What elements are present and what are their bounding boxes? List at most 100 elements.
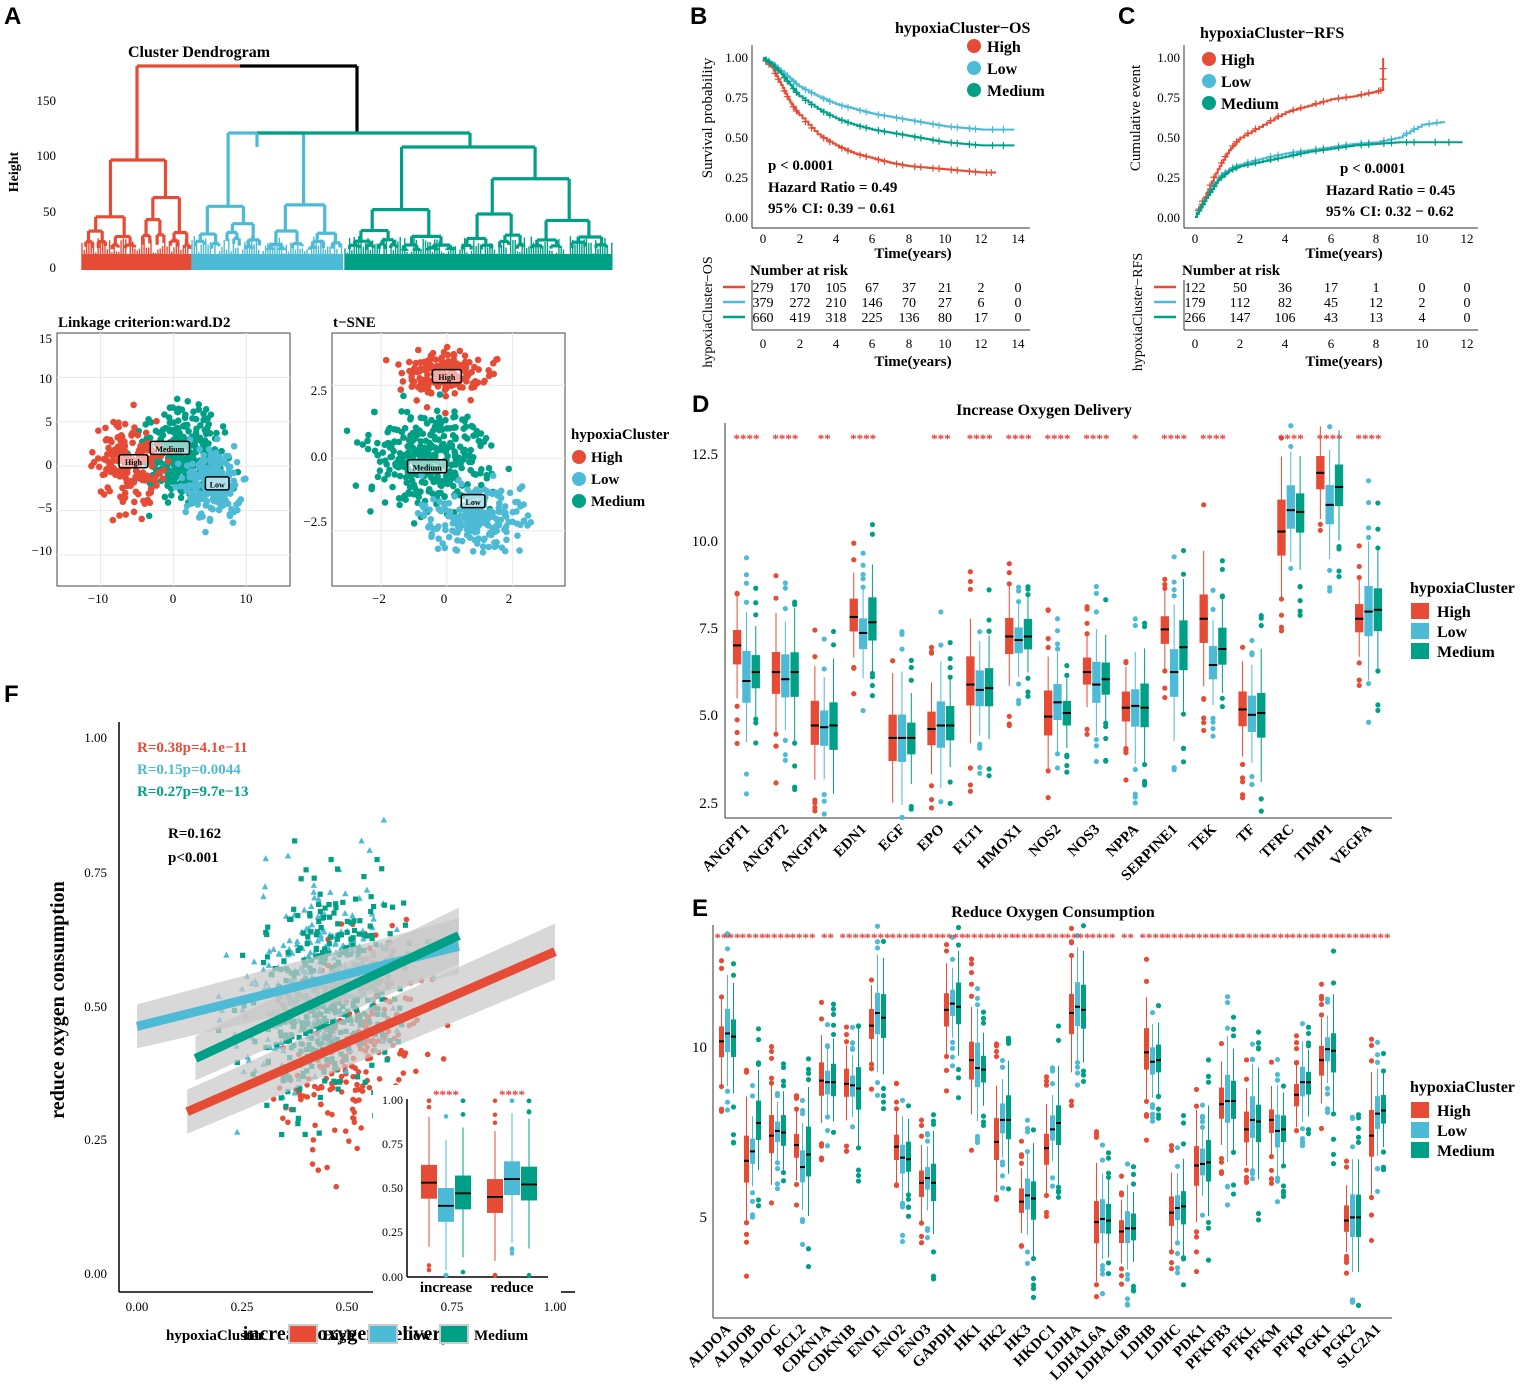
km-rfs-legend-low: Low — [1221, 74, 1252, 91]
box-outlier-high — [1043, 1082, 1050, 1088]
box-outlier-low — [1024, 1125, 1031, 1132]
box-outlier-high — [1278, 596, 1285, 602]
box-outlier-medium — [855, 1178, 862, 1184]
tsne-point-medium — [422, 451, 430, 459]
censor-mark-low — [826, 97, 834, 105]
scatter-point-high — [395, 1076, 402, 1083]
box-outlier-low — [1174, 1250, 1181, 1257]
box-outlier-medium — [905, 1192, 912, 1198]
box-category-label: EDN1 — [831, 822, 870, 861]
scatter-point-low — [250, 958, 258, 965]
box-outlier-medium — [986, 773, 992, 779]
significance-stars: **** — [1140, 930, 1166, 945]
box-outlier-medium — [880, 1085, 887, 1092]
tsne-point-high — [382, 356, 390, 364]
tsne-point-medium — [488, 442, 495, 449]
risk-value-low: 2 — [1419, 296, 1426, 311]
box-outlier-high — [1239, 644, 1246, 650]
box-outlier-high — [1093, 1294, 1100, 1300]
box-outlier-medium — [1375, 545, 1381, 551]
box-outlier-high — [1018, 1243, 1025, 1249]
box-medium — [1131, 1213, 1136, 1241]
box-outlier-low — [1324, 1085, 1331, 1092]
tsne-point-low — [454, 529, 462, 536]
risk-value-medium: 0 — [1015, 311, 1022, 326]
significance-stars: **** — [890, 930, 916, 945]
box-outlier-low — [1224, 1183, 1231, 1189]
risk-value-low: 70 — [902, 296, 916, 311]
box-outlier-medium — [1030, 1275, 1037, 1282]
censor-mark-low — [953, 123, 961, 131]
censor-mark-medium — [929, 136, 937, 144]
box-outlier-medium — [1055, 1037, 1062, 1043]
box-low — [742, 651, 751, 703]
scatter-point-high — [311, 1091, 317, 1098]
box-outlier-high — [943, 1053, 950, 1060]
tsne-point-medium — [442, 472, 450, 480]
box-outlier-low — [1099, 1262, 1106, 1269]
censor-mark-high — [911, 163, 919, 171]
ward-point-medium — [221, 429, 229, 436]
ward-point-high — [119, 484, 126, 492]
ward-point-high — [109, 452, 117, 460]
box-outlier-high — [1193, 1086, 1200, 1093]
box-outlier-medium — [1025, 591, 1031, 598]
scatter-point-medium — [351, 927, 358, 934]
km-rfs-risk-x-tick: 0 — [1192, 336, 1199, 351]
box-outlier-medium — [905, 1213, 912, 1219]
censor-mark-high — [1319, 97, 1327, 105]
box-outlier-high — [768, 1055, 775, 1061]
box-category-label: TF — [1234, 822, 1259, 847]
box-outlier-high — [1084, 620, 1090, 626]
box-outlier-medium — [1230, 1033, 1237, 1039]
km-rfs-x-tick: 12 — [1461, 231, 1474, 246]
scatter-point-medium — [240, 952, 246, 958]
box-outlier-high — [1168, 1143, 1175, 1149]
tsne-point-high — [443, 343, 451, 351]
box-outlier-medium — [947, 665, 953, 671]
tsne-point-high — [485, 367, 492, 374]
ward-point-medium — [174, 424, 181, 432]
box-outlier-low — [1249, 650, 1255, 656]
box-outlier-high — [1243, 1179, 1250, 1185]
box-outlier-high — [993, 1053, 1000, 1060]
censor-mark-medium — [972, 141, 979, 149]
km-rfs-panel: hypoxiaCluster−RFS High Low Medium Cumul… — [1128, 25, 1478, 371]
km-os-x-tick: 6 — [869, 231, 876, 246]
box-outlier-medium — [1375, 668, 1381, 674]
km-os-y-tick: 0.50 — [725, 130, 748, 145]
ward-point-medium — [190, 408, 197, 416]
box-d-panel: Increase Oxygen Delivery ****ANGPT1****A… — [692, 402, 1515, 884]
box-outlier-low — [1374, 1188, 1381, 1195]
censor-mark-high — [917, 163, 925, 171]
censor-mark-high — [862, 153, 870, 161]
box-outlier-low — [1224, 1202, 1231, 1208]
box-medium — [731, 1019, 736, 1057]
box-outlier-medium — [753, 585, 759, 591]
scatter-point-high — [413, 1068, 419, 1075]
box-outlier-high — [993, 1048, 1000, 1055]
significance-stars: **** — [1200, 431, 1226, 446]
ward-point-low — [229, 519, 237, 526]
ward-point-high — [130, 508, 138, 516]
box-outlier-low — [899, 1232, 906, 1238]
ward-point-low — [174, 460, 182, 467]
centroid-label-box — [118, 453, 149, 469]
censor-mark-high — [1251, 125, 1259, 133]
box-outlier-high — [1356, 563, 1362, 570]
ward-point-low — [178, 474, 186, 482]
ward-point-high — [101, 456, 109, 463]
censor-mark-medium — [808, 101, 816, 109]
ward-point-low — [202, 528, 209, 536]
legend-a-swatch-high — [572, 450, 586, 464]
scatter-point-high — [310, 1137, 317, 1143]
box-outlier-medium — [1375, 702, 1381, 708]
censor-mark-low — [911, 117, 919, 125]
ward-point-medium — [206, 430, 214, 437]
ward-point-low — [206, 517, 214, 525]
tsne-point-medium — [417, 488, 424, 495]
scatter-point-medium — [316, 901, 322, 908]
significance-stars: **** — [1240, 930, 1266, 945]
scatter-point-medium — [291, 906, 297, 912]
ward-point-high — [103, 451, 111, 458]
